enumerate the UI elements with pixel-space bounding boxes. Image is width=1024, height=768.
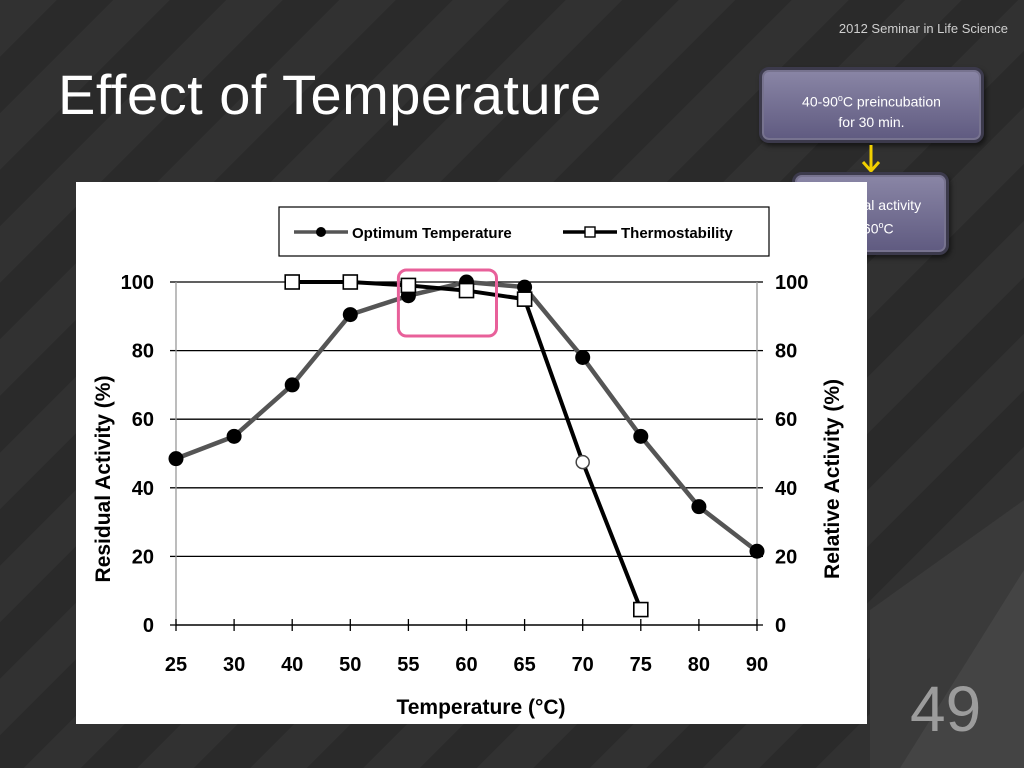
data-point-thermostability [632, 601, 649, 618]
data-point-optimum [226, 428, 242, 444]
x-tick-label: 55 [397, 654, 419, 676]
slide-title: Effect of Temperature [58, 63, 602, 126]
highlight [396, 268, 498, 338]
y-tick-label: 100 [121, 272, 154, 294]
legend-swatch-marker [316, 227, 326, 237]
y-axis-label-right: Relative Activity (%) [821, 379, 844, 579]
data-point-optimum [342, 307, 358, 323]
callout-line: for 30 min. [838, 113, 905, 130]
callout-line: 40-90oC preincubation [802, 93, 941, 110]
legend-label: Optimum Temperature [352, 225, 512, 242]
x-tick-label: 50 [339, 654, 361, 676]
data-point-thermostability [342, 274, 359, 290]
y-tick-label-right: 80 [775, 341, 797, 363]
legend-label: Thermostability [621, 225, 733, 242]
chart-panel: 0 0 20 20 40 40 60 60 80 80 100 100 25 30 40 50 55 60 65 70… [76, 182, 867, 724]
x-tick-label: 25 [165, 654, 187, 676]
down-arrow-icon [861, 145, 881, 174]
legend-box [278, 206, 770, 257]
data-point-optimum [168, 451, 184, 467]
y-tick-label: 40 [132, 478, 154, 500]
data-point-optimum [691, 499, 707, 515]
y-tick-label: 60 [132, 409, 154, 431]
x-axis-label: Temperature (°C) [396, 696, 565, 719]
y-tick-label-right: 40 [775, 478, 797, 500]
x-tick-label: 65 [513, 654, 535, 676]
legend-swatch-marker [584, 226, 596, 238]
y-tick-label: 20 [132, 546, 154, 568]
data-point-optimum [749, 543, 765, 559]
callout-preincubation: 40-90oC preincubation for 30 min. [759, 67, 984, 143]
x-tick-label: 60 [455, 654, 477, 676]
x-tick-label: 75 [630, 654, 652, 676]
x-tick-label: 30 [223, 654, 245, 676]
legend: Optimum Temperature Thermostability [278, 206, 770, 257]
data-point-optimum [284, 377, 300, 393]
y-tick-label-right: 20 [775, 546, 797, 568]
data-point-optimum [633, 428, 649, 444]
highlight-box [396, 268, 498, 338]
x-tick-label: 90 [746, 654, 768, 676]
y-tick-label: 0 [143, 615, 154, 637]
data-point-thermostability [400, 277, 417, 294]
x-tick-label: 80 [688, 654, 710, 676]
y-tick-label-right: 60 [775, 409, 797, 431]
temperature-chart: 0 0 20 20 40 40 60 60 80 80 100 100 25 30 40 50 55 60 65 70… [92, 206, 844, 719]
data-point-thermostability [458, 282, 475, 299]
x-tick-label: 70 [572, 654, 594, 676]
data-point-thermostability [516, 291, 533, 307]
gridlines [176, 281, 757, 558]
series-line-optimum-temperature [175, 279, 759, 554]
data-point-thermostability [284, 274, 300, 290]
y-tick-label-right: 0 [775, 615, 786, 637]
series-line-thermostability [292, 280, 643, 611]
slide-header: 2012 Seminar in Life Science [838, 21, 1008, 36]
series [168, 274, 765, 618]
x-tick-label: 40 [281, 654, 303, 676]
data-point-optimum [517, 279, 533, 295]
y-axis-label-left: Residual Activity (%) [92, 376, 115, 583]
axes: 0 0 20 20 40 40 60 60 80 80 100 100 25 30 40 50 55 60 65 70… [121, 272, 809, 676]
page-number: 49 [910, 673, 982, 745]
data-point-thermostability [575, 454, 590, 470]
y-tick-label-right: 100 [775, 272, 808, 294]
data-point-optimum [575, 349, 591, 365]
y-tick-label: 80 [132, 341, 154, 363]
